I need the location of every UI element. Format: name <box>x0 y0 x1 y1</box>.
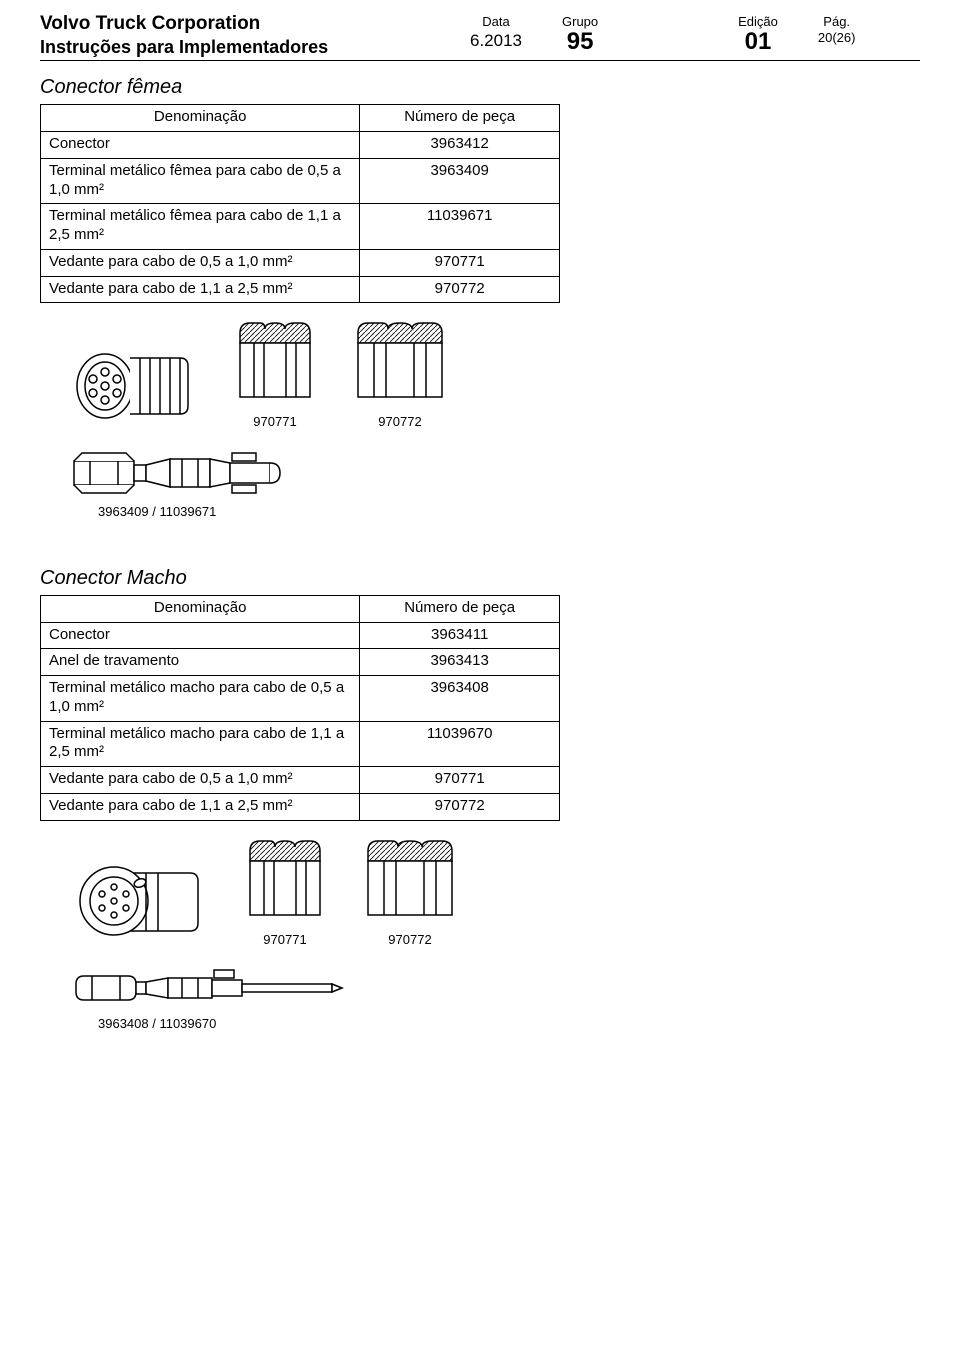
seal2-caption-macho: 970772 <box>360 932 460 948</box>
seal-970771-icon: 970771 <box>240 835 330 948</box>
macho-terminal-icon <box>70 962 350 1012</box>
figure-macho-terminal: 3963408 / 11039670 <box>70 962 920 1032</box>
table-femea: Denominação Número de peça Conector39634… <box>40 104 560 303</box>
header-left: Volvo Truck Corporation Instruções para … <box>40 12 470 58</box>
part-name: Conector <box>41 622 360 649</box>
part-number: 3963409 <box>360 158 560 204</box>
seal1-caption: 970771 <box>230 414 320 430</box>
part-number: 11039670 <box>360 721 560 767</box>
part-name: Vedante para cabo de 1,1 a 2,5 mm² <box>41 276 360 303</box>
table-row: Terminal metálico macho para cabo de 1,1… <box>41 721 560 767</box>
seal1-caption-macho: 970771 <box>240 932 330 948</box>
part-name: Anel de travamento <box>41 649 360 676</box>
part-name: Vedante para cabo de 0,5 a 1,0 mm² <box>41 767 360 794</box>
col-denominacao: Denominação <box>41 595 360 622</box>
header-meta: Data 6.2013 Grupo 95 Edição 01 Pág. 20(2… <box>470 12 920 54</box>
table-row: Terminal metálico macho para cabo de 0,5… <box>41 676 560 722</box>
meta-grupo: Grupo 95 <box>562 14 598 54</box>
figure-femea-main: 970771 970772 <box>70 317 920 430</box>
part-number: 970772 <box>360 793 560 820</box>
part-name: Vedante para cabo de 1,1 a 2,5 mm² <box>41 793 360 820</box>
part-number: 3963413 <box>360 649 560 676</box>
part-number: 970772 <box>360 276 560 303</box>
meta-data: Data 6.2013 <box>470 14 522 54</box>
part-name: Terminal metálico fêmea para cabo de 1,1… <box>41 204 360 250</box>
meta-pag: Pág. 20(26) <box>818 14 856 54</box>
seal-970772-icon: 970772 <box>350 317 450 430</box>
pag-label: Pág. <box>818 14 856 30</box>
part-number: 11039671 <box>360 204 560 250</box>
table-row: Terminal metálico fêmea para cabo de 0,5… <box>41 158 560 204</box>
part-number: 3963408 <box>360 676 560 722</box>
data-label: Data <box>470 14 522 30</box>
meta-edicao: Edição 01 <box>738 14 778 54</box>
figure-femea-terminal: 3963409 / 11039671 <box>70 445 920 520</box>
table-macho: Denominação Número de peça Conector39634… <box>40 595 560 821</box>
part-number: 970771 <box>360 249 560 276</box>
femea-terminal-icon <box>70 445 330 500</box>
part-name: Terminal metálico fêmea para cabo de 0,5… <box>41 158 360 204</box>
doc-subtitle: Instruções para Implementadores <box>40 36 470 59</box>
page-header: Volvo Truck Corporation Instruções para … <box>40 12 920 61</box>
table-row: Conector3963411 <box>41 622 560 649</box>
pag-value: 20(26) <box>818 30 856 46</box>
part-number: 970771 <box>360 767 560 794</box>
seal2-caption: 970772 <box>350 414 450 430</box>
table-row: Anel de travamento3963413 <box>41 649 560 676</box>
edicao-value: 01 <box>738 30 778 54</box>
table-row: Terminal metálico fêmea para cabo de 1,1… <box>41 204 560 250</box>
terminal-caption-macho: 3963408 / 11039670 <box>98 1016 920 1032</box>
table-row: Vedante para cabo de 0,5 a 1,0 mm²970771 <box>41 767 560 794</box>
part-number: 3963412 <box>360 132 560 159</box>
seal-970771-icon: 970771 <box>230 317 320 430</box>
data-value: 6.2013 <box>470 30 522 51</box>
table-row: Conector3963412 <box>41 132 560 159</box>
part-name: Terminal metálico macho para cabo de 1,1… <box>41 721 360 767</box>
seal-970772-icon: 970772 <box>360 835 460 948</box>
grupo-value: 95 <box>562 30 598 54</box>
part-name: Terminal metálico macho para cabo de 0,5… <box>41 676 360 722</box>
section-title-macho: Conector Macho <box>40 566 920 591</box>
section-title-femea: Conector fêmea <box>40 75 920 100</box>
table-row: Vedante para cabo de 0,5 a 1,0 mm²970771 <box>41 249 560 276</box>
table-row: Vedante para cabo de 1,1 a 2,5 mm²970772 <box>41 276 560 303</box>
terminal-caption: 3963409 / 11039671 <box>98 504 920 520</box>
part-name: Conector <box>41 132 360 159</box>
femea-connector-icon <box>70 336 200 431</box>
col-numero: Número de peça <box>360 105 560 132</box>
corp-name: Volvo Truck Corporation <box>40 12 470 36</box>
macho-connector-icon <box>70 853 210 948</box>
figure-macho-main: 970771 970772 <box>70 835 920 948</box>
col-numero: Número de peça <box>360 595 560 622</box>
part-number: 3963411 <box>360 622 560 649</box>
col-denominacao: Denominação <box>41 105 360 132</box>
table-row: Vedante para cabo de 1,1 a 2,5 mm²970772 <box>41 793 560 820</box>
part-name: Vedante para cabo de 0,5 a 1,0 mm² <box>41 249 360 276</box>
